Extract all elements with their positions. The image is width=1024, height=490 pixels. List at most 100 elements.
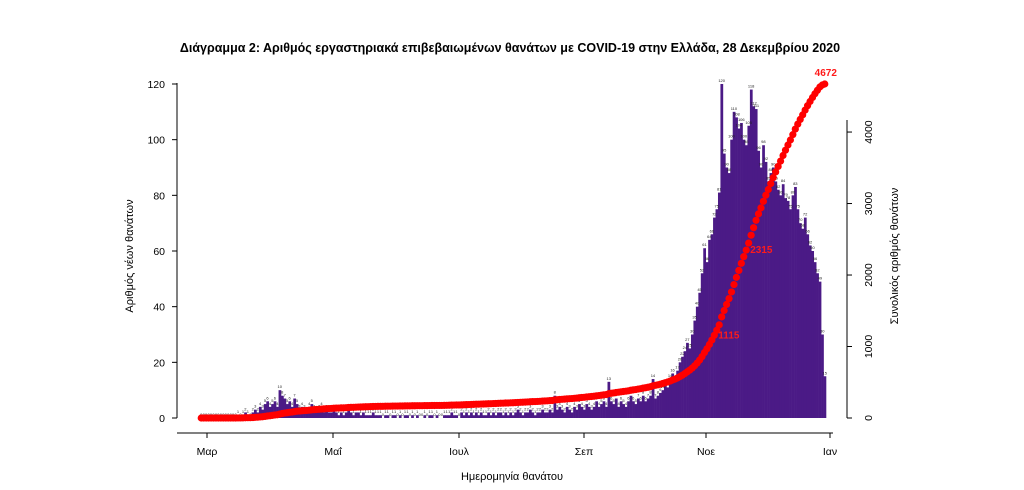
bar-value-label: 2	[492, 406, 495, 411]
bar	[752, 106, 756, 419]
bar	[484, 415, 488, 418]
bar	[808, 245, 812, 418]
bar-value-label: 72	[712, 212, 717, 217]
bar	[553, 395, 557, 418]
bar-value-label: 1	[399, 409, 402, 414]
bar-value-label: 5	[600, 398, 603, 403]
bar-value-label: 1	[448, 409, 451, 414]
bar	[602, 401, 606, 418]
y2-axis-ticks: 0 1000 2000 3000 4000	[847, 120, 875, 421]
bar-value-label: 96	[756, 145, 761, 150]
bar	[573, 406, 576, 418]
bar	[708, 239, 711, 418]
bar	[455, 415, 459, 418]
bar	[605, 406, 608, 418]
bar	[342, 415, 346, 418]
bar-value-label: 92	[764, 156, 769, 161]
cumulative-point	[774, 162, 782, 171]
bar	[359, 415, 363, 418]
bar-value-label: 2	[544, 406, 547, 411]
bar	[335, 412, 338, 418]
bar	[764, 161, 768, 418]
bar	[713, 217, 716, 418]
bar-value-label: 98	[761, 139, 766, 144]
bar	[636, 398, 640, 418]
bar	[732, 111, 736, 418]
y2-tick-label: 1000	[863, 335, 875, 359]
bar-value-label: 22	[680, 351, 685, 356]
bar-value-label: 4	[269, 401, 272, 406]
bar	[661, 390, 665, 418]
bar-value-label: 2	[514, 406, 517, 411]
bar-value-label: 0	[409, 412, 412, 417]
bar	[641, 395, 645, 418]
bar	[258, 406, 262, 418]
bar	[796, 209, 800, 418]
y2-tick-label: 3000	[863, 192, 875, 216]
bar-value-label: 3	[254, 404, 257, 409]
bar-value-label: 2	[460, 406, 463, 411]
bar-value-label: 2	[546, 406, 549, 411]
bar-value-label: 4	[573, 401, 576, 406]
bar	[528, 409, 532, 418]
bar-value-label: 1	[384, 409, 387, 414]
bar	[403, 415, 407, 418]
bar-value-label: 1	[453, 409, 456, 414]
bar	[352, 415, 355, 418]
bar-value-label: 1	[478, 409, 481, 414]
bar-value-label: 8	[649, 390, 652, 395]
cumulative-line-group	[197, 80, 829, 422]
bar	[555, 409, 559, 418]
bar	[646, 398, 650, 418]
bar	[784, 198, 788, 418]
bar-value-label: 45	[697, 287, 702, 292]
bar-value-label: 1	[237, 409, 240, 414]
bar	[686, 342, 689, 418]
bar-value-label: 2	[519, 406, 522, 411]
x-tick-label: Σεπ	[575, 446, 593, 458]
bar-value-label: 16	[670, 367, 675, 372]
bar-value-label: 1	[522, 409, 525, 414]
bar	[558, 406, 562, 418]
bar-value-label: 2	[532, 406, 535, 411]
bar	[715, 209, 719, 418]
bar	[428, 415, 432, 418]
bar	[651, 379, 655, 418]
chart-title: Διάγραμμα 2: Αριθμός εργαστηριακά επιβεβ…	[180, 41, 840, 55]
bar	[818, 281, 822, 418]
bar	[678, 362, 682, 418]
bar	[391, 415, 395, 418]
bar	[676, 370, 679, 418]
bar-value-label: 1	[512, 409, 515, 414]
bar	[325, 409, 328, 418]
bar	[747, 125, 751, 418]
bar-value-label: 1	[411, 409, 414, 414]
bar	[663, 384, 667, 418]
bar-value-label: 0	[389, 412, 392, 417]
bar-value-label: 68	[800, 223, 805, 228]
cumulative-point	[767, 180, 775, 188]
bar	[683, 351, 687, 418]
cumulative-point	[757, 204, 765, 212]
bar-value-label: 1	[446, 409, 449, 414]
bar-value-label: 5	[586, 398, 589, 403]
bar	[504, 412, 508, 418]
bar	[823, 376, 827, 418]
bar	[717, 192, 721, 418]
bar-value-label: 83	[793, 181, 798, 186]
bar	[519, 412, 522, 418]
bar-value-label: 24	[683, 345, 688, 350]
bar-value-label: 80	[791, 189, 796, 194]
x-axis-ticks: Μαρ Μαΐ Ιουλ Σεπ Νοε Ιαν	[197, 433, 837, 458]
bar-value-label: 0	[433, 412, 436, 417]
bar	[816, 273, 819, 418]
cumulative-point	[772, 168, 780, 176]
bar-value-label: 1	[507, 409, 510, 414]
bar	[533, 415, 537, 418]
cumulative-point	[720, 306, 728, 315]
y2-tick-label: 2000	[863, 263, 875, 287]
bar	[543, 412, 547, 418]
bar	[546, 412, 549, 418]
bar	[639, 401, 643, 418]
cumulative-point	[747, 231, 755, 239]
